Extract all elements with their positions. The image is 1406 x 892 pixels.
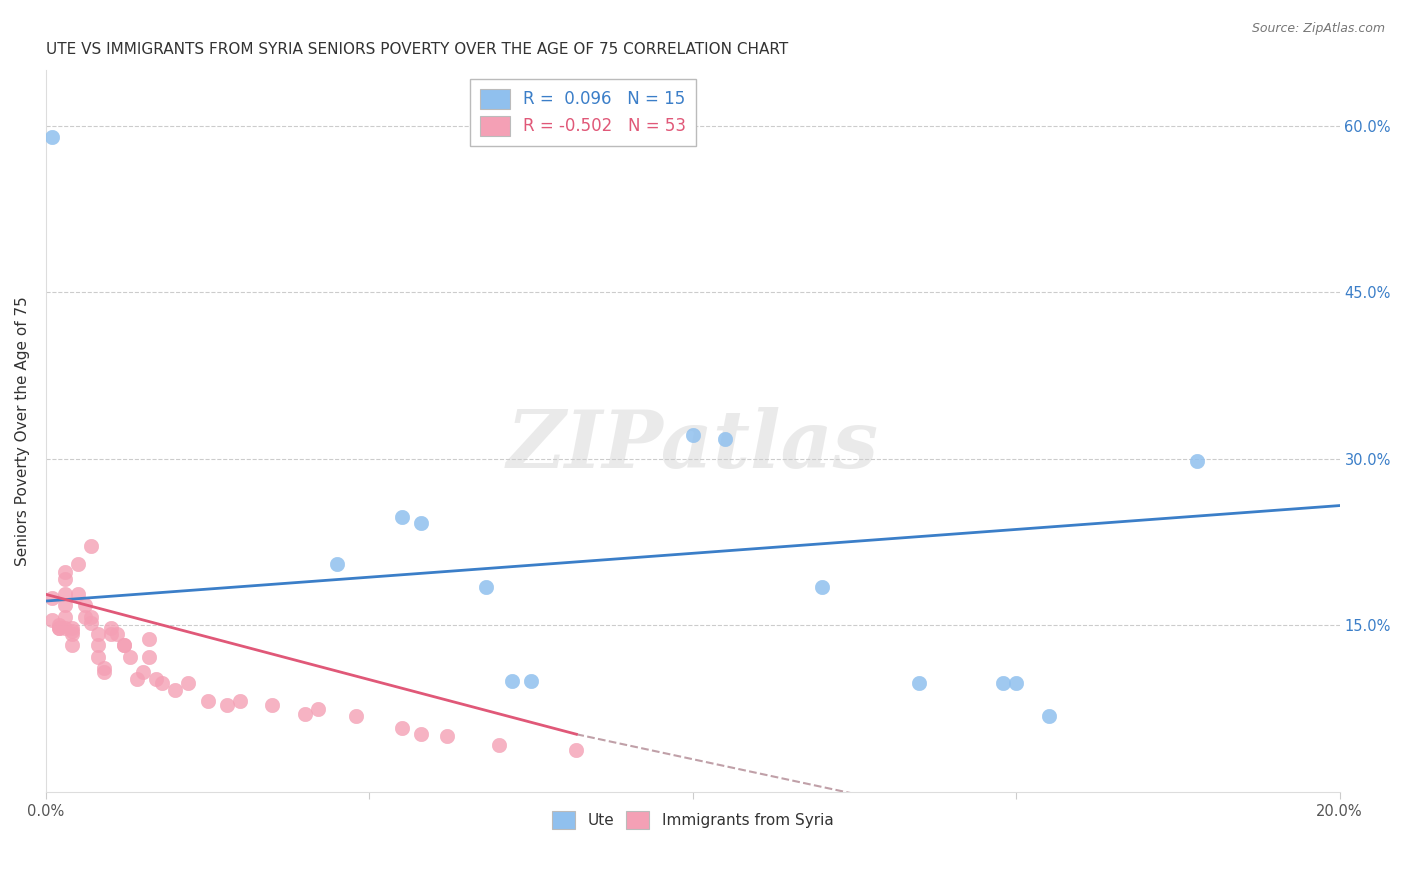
Point: [436, 730, 458, 744]
Point: [229, 694, 252, 708]
Point: [60, 627, 83, 641]
Point: [565, 743, 588, 757]
Point: [1005, 676, 1028, 690]
Point: [41, 613, 63, 627]
Point: [294, 707, 316, 722]
Point: [197, 694, 219, 708]
Point: [73, 599, 96, 613]
Point: [87, 627, 110, 641]
Point: [1187, 454, 1209, 468]
Point: [100, 621, 122, 635]
Point: [67, 558, 90, 572]
Point: [41, 591, 63, 605]
Point: [53, 572, 76, 586]
Point: [80, 539, 103, 553]
Point: [73, 609, 96, 624]
Point: [488, 739, 510, 753]
Point: [48, 621, 70, 635]
Text: Source: ZipAtlas.com: Source: ZipAtlas.com: [1251, 22, 1385, 36]
Point: [87, 639, 110, 653]
Point: [120, 649, 142, 664]
Point: [67, 587, 90, 601]
Point: [80, 609, 103, 624]
Point: [908, 676, 931, 690]
Text: ZIPatlas: ZIPatlas: [506, 407, 879, 484]
Point: [80, 616, 103, 631]
Point: [346, 709, 368, 723]
Point: [87, 649, 110, 664]
Point: [48, 618, 70, 632]
Point: [475, 580, 498, 594]
Point: [93, 660, 115, 674]
Point: [60, 624, 83, 638]
Point: [138, 632, 160, 646]
Point: [217, 698, 239, 713]
Point: [411, 516, 433, 531]
Point: [138, 649, 160, 664]
Point: [112, 639, 135, 653]
Point: [60, 621, 83, 635]
Point: [714, 432, 737, 446]
Point: [93, 665, 115, 679]
Point: [112, 639, 135, 653]
Point: [177, 676, 200, 690]
Point: [501, 673, 523, 688]
Point: [391, 721, 413, 735]
Point: [53, 565, 76, 579]
Point: [993, 676, 1015, 690]
Point: [307, 702, 329, 716]
Point: [105, 627, 128, 641]
Point: [520, 673, 543, 688]
Point: [682, 427, 704, 442]
Point: [165, 682, 187, 697]
Point: [60, 639, 83, 653]
Point: [326, 558, 349, 572]
Point: [53, 599, 76, 613]
Point: [145, 672, 167, 686]
Point: [811, 580, 834, 594]
Point: [262, 698, 284, 713]
Point: [1038, 709, 1060, 723]
Point: [53, 609, 76, 624]
Point: [132, 665, 155, 679]
Point: [48, 621, 70, 635]
Point: [53, 587, 76, 601]
Y-axis label: Seniors Poverty Over the Age of 75: Seniors Poverty Over the Age of 75: [15, 296, 30, 566]
Point: [100, 627, 122, 641]
Legend: Ute, Immigrants from Syria: Ute, Immigrants from Syria: [546, 805, 839, 835]
Point: [41, 130, 63, 145]
Point: [125, 672, 148, 686]
Text: UTE VS IMMIGRANTS FROM SYRIA SENIORS POVERTY OVER THE AGE OF 75 CORRELATION CHAR: UTE VS IMMIGRANTS FROM SYRIA SENIORS POV…: [46, 42, 789, 57]
Point: [391, 509, 413, 524]
Point: [152, 676, 174, 690]
Point: [53, 621, 76, 635]
Point: [411, 727, 433, 741]
